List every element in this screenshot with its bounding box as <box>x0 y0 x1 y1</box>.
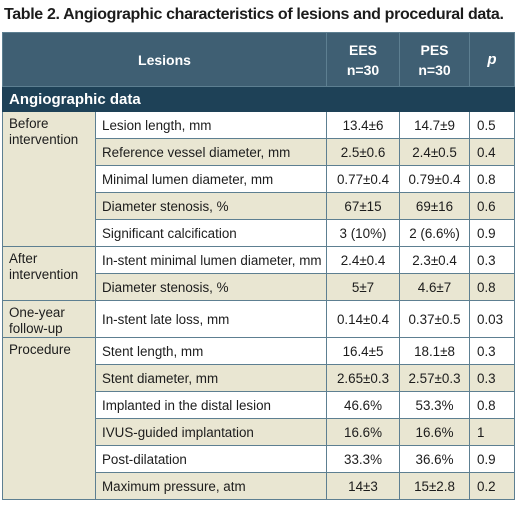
header-ees-line2: n=30 <box>346 61 380 78</box>
row-label: Maximum pressure, atm <box>95 472 327 500</box>
table-row: Stent diameter, mm 2.65±0.3 2.57±0.3 0.3 <box>3 364 515 392</box>
p-value: 0.8 <box>469 273 515 301</box>
row-label: IVUS-guided implantation <box>95 418 327 446</box>
pes-value: 2.3±0.4 <box>399 246 470 274</box>
p-value: 0.3 <box>469 246 515 274</box>
p-value: 0.3 <box>469 337 515 365</box>
table-row: After intervention In-stent minimal lumen … <box>2 246 515 301</box>
header-pes-line2: n=30 <box>418 61 451 78</box>
row-label: Stent length, mm <box>95 337 327 365</box>
row-label: Reference vessel diameter, mm <box>95 138 327 166</box>
row-label: Significant calcification <box>95 219 327 247</box>
ees-value: 46.6% <box>326 391 400 419</box>
pes-value: 14.7±9 <box>399 111 470 139</box>
table-row: Significant calcification 3 (10%) 2 (6.6%)… <box>3 219 515 247</box>
p-value: 0.4 <box>469 138 515 166</box>
pes-value: 0.37±0.5 <box>399 300 470 338</box>
table-row: Before intervention Lesion length, mm 13.4±… <box>2 111 515 247</box>
data-table: Lesions EES n=30 PES n=30 p Angiographic… <box>2 32 515 500</box>
p-value: 0.9 <box>469 445 515 473</box>
table-row: Minimal lumen diameter, mm 0.77±0.4 0.79±0… <box>3 165 515 193</box>
pes-value: 0.79±0.4 <box>399 165 470 193</box>
row-group-label-line1: Before <box>9 116 49 131</box>
p-value: 0.5 <box>469 111 515 139</box>
table-row: Diameter stenosis, % 67±15 69±16 0.6 <box>3 192 515 220</box>
ees-value: 0.14±0.4 <box>326 300 400 338</box>
table-row: Post-dilatation 33.3% 36.6% 0.9 <box>3 445 515 473</box>
pes-value: 2 (6.6%) <box>399 219 470 247</box>
row-group-label: Before intervention <box>2 111 96 247</box>
pes-value: 53.3% <box>399 391 470 419</box>
ees-value: 33.3% <box>326 445 400 473</box>
ees-value: 2.65±0.3 <box>326 364 400 392</box>
p-value: 0.3 <box>469 364 515 392</box>
p-value: 0.03 <box>469 300 515 338</box>
row-label: Lesion length, mm <box>95 111 327 139</box>
table-row: Maximum pressure, atm 14±3 15±2.8 0.2 <box>3 472 515 500</box>
ees-value: 67±15 <box>326 192 400 220</box>
row-label: Stent diameter, mm <box>95 364 327 392</box>
section-title: Angiographic data <box>2 86 515 112</box>
row-group-label-line2: intervention <box>9 132 79 147</box>
row-label: Diameter stenosis, % <box>95 192 327 220</box>
header-lesions: Lesions <box>2 32 327 87</box>
row-label: Post-dilatation <box>95 445 327 473</box>
row-group-label: Procedure <box>2 337 96 500</box>
header-p: p <box>469 32 515 87</box>
row-label: In-stent late loss, mm <box>95 300 327 338</box>
p-value: 0.8 <box>469 391 515 419</box>
ees-value: 2.4±0.4 <box>326 246 400 274</box>
table-row: Procedure Stent length, mm 16.4±5 18.1±8 0.3 <box>2 337 515 500</box>
row-label: Minimal lumen diameter, mm <box>95 165 327 193</box>
pes-value: 36.6% <box>399 445 470 473</box>
row-label: Implanted in the distal lesion <box>95 391 327 419</box>
row-group-label-line2: intervention <box>9 267 79 282</box>
p-value: 0.6 <box>469 192 515 220</box>
p-value: 0.8 <box>469 165 515 193</box>
pes-value: 16.6% <box>399 418 470 446</box>
p-value: 0.2 <box>469 472 515 500</box>
header-ees-line1: EES <box>348 41 377 58</box>
ees-value: 16.6% <box>326 418 400 446</box>
row-group-label: After intervention <box>2 246 96 301</box>
pes-value: 18.1±8 <box>399 337 470 365</box>
ees-value: 5±7 <box>326 273 400 301</box>
pes-value: 2.57±0.3 <box>399 364 470 392</box>
ees-value: 13.4±6 <box>326 111 400 139</box>
row-group-label-line2: follow-up <box>9 321 63 336</box>
row-label: Diameter stenosis, % <box>95 273 327 301</box>
table-row: One-year follow-up In-stent late loss, mm 0… <box>2 300 515 338</box>
p-value: 1 <box>469 418 515 446</box>
table-row: Reference vessel diameter, mm 2.5±0.6 2.4±… <box>3 138 515 166</box>
header-pes-line1: PES <box>420 41 449 58</box>
row-label: In-stent minimal lumen diameter, mm <box>95 246 327 274</box>
ees-value: 14±3 <box>326 472 400 500</box>
header-pes: PES n=30 <box>399 32 470 87</box>
table-row: IVUS-guided implantation 16.6% 16.6% 1 <box>3 418 515 446</box>
ees-value: 2.5±0.6 <box>326 138 400 166</box>
table-row: Implanted in the distal lesion 46.6% 53.3%… <box>3 391 515 419</box>
table-title: Table 2. Angiographic characteristics of… <box>4 6 504 23</box>
row-group-label-line1: One-year <box>9 305 65 320</box>
header-ees: EES n=30 <box>326 32 400 87</box>
row-group-label-line1: After <box>9 251 38 266</box>
pes-value: 2.4±0.5 <box>399 138 470 166</box>
row-group-label-line1: Procedure <box>9 342 71 357</box>
pes-value: 15±2.8 <box>399 472 470 500</box>
ees-value: 16.4±5 <box>326 337 400 365</box>
pes-value: 4.6±7 <box>399 273 470 301</box>
p-value: 0.9 <box>469 219 515 247</box>
row-group-label: One-year follow-up <box>2 300 96 338</box>
pes-value: 69±16 <box>399 192 470 220</box>
ees-value: 0.77±0.4 <box>326 165 400 193</box>
ees-value: 3 (10%) <box>326 219 400 247</box>
